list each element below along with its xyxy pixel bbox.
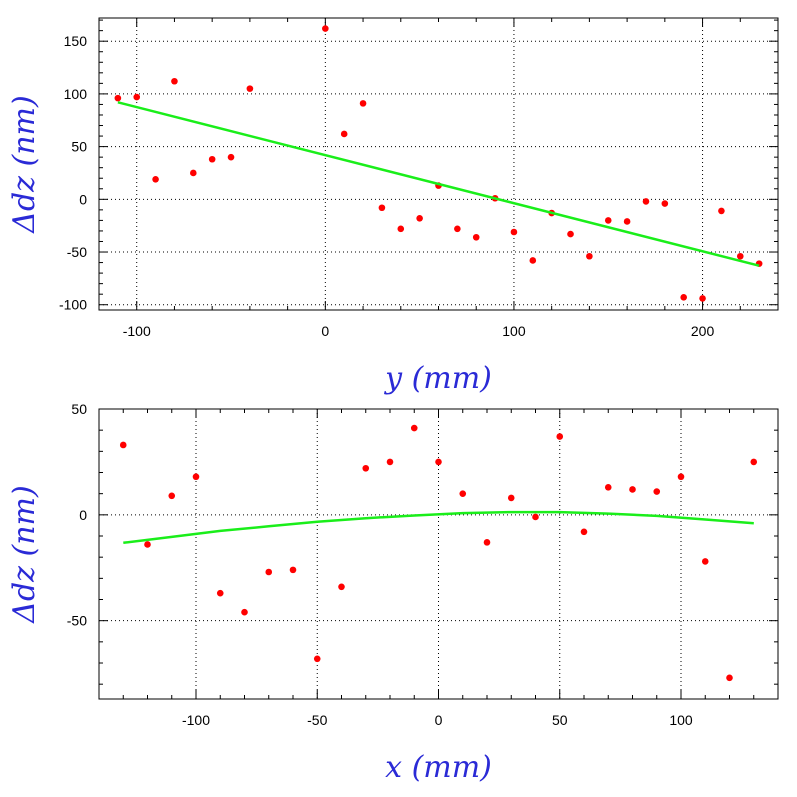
data-point bbox=[313, 655, 321, 663]
x-tick-label: 0 bbox=[321, 323, 329, 339]
data-point bbox=[152, 175, 159, 183]
data-point bbox=[629, 486, 636, 493]
panel-bottom: -100 -50 0 50 100 -50 0 50 x (mm) Δdz (nm) bbox=[7, 401, 779, 785]
y-tick-label: -100 bbox=[59, 297, 87, 313]
data-point bbox=[289, 566, 297, 574]
data-point bbox=[216, 589, 224, 597]
data-point bbox=[208, 155, 216, 163]
data-point bbox=[241, 608, 248, 616]
y-tick-label: -50 bbox=[67, 613, 87, 629]
data-point bbox=[661, 200, 669, 207]
panel-top: -100 0 100 200 -100 -50 0 50 100 150 y (mm) Δdz (nm… bbox=[7, 17, 779, 396]
x-tick-label: 0 bbox=[435, 712, 443, 728]
data-point bbox=[416, 214, 423, 222]
y-tick-label: -50 bbox=[67, 244, 87, 260]
data-point bbox=[265, 568, 273, 576]
y-tick-label: 50 bbox=[71, 139, 87, 155]
data-point bbox=[397, 225, 405, 233]
data-point bbox=[340, 130, 348, 138]
data-point bbox=[642, 198, 650, 205]
data-point bbox=[362, 464, 370, 472]
data-point bbox=[435, 458, 442, 466]
data-point bbox=[586, 252, 593, 260]
data-point bbox=[114, 94, 122, 102]
y-axis-title: Δdz (nm) bbox=[7, 485, 42, 623]
data-point bbox=[192, 473, 200, 481]
data-point bbox=[510, 228, 518, 236]
x-tick-label: -100 bbox=[123, 323, 151, 339]
data-point bbox=[246, 85, 254, 92]
data-point bbox=[227, 153, 235, 161]
data-point bbox=[378, 204, 386, 212]
x-axis-title: x (mm) bbox=[385, 750, 492, 785]
x-tick-label: 100 bbox=[669, 712, 693, 728]
data-point bbox=[750, 458, 758, 466]
data-point bbox=[680, 294, 687, 301]
fit-line bbox=[117, 101, 760, 267]
plot-frame bbox=[98, 17, 779, 311]
data-point bbox=[338, 583, 345, 591]
x-tick-label: -50 bbox=[307, 712, 327, 728]
data-point bbox=[567, 230, 574, 238]
y-tick-label: 0 bbox=[79, 507, 87, 523]
y-tick-label: 150 bbox=[64, 33, 88, 49]
x-tick-label: 100 bbox=[502, 323, 526, 339]
data-point bbox=[322, 25, 329, 32]
y-tick-label: 0 bbox=[79, 191, 87, 207]
data-point bbox=[529, 257, 537, 264]
data-point bbox=[454, 225, 461, 233]
y-tick-label: 50 bbox=[71, 401, 87, 417]
x-tick-label: 50 bbox=[552, 712, 568, 728]
fit-line bbox=[123, 510, 754, 545]
data-point bbox=[653, 488, 661, 495]
data-point bbox=[699, 295, 706, 302]
data-point bbox=[168, 492, 176, 500]
x-axis-title: y (mm) bbox=[383, 361, 492, 396]
data-point bbox=[483, 539, 491, 546]
data-point bbox=[532, 513, 539, 521]
x-tick-label: -100 bbox=[182, 712, 210, 728]
data-point bbox=[459, 490, 467, 497]
data-point bbox=[736, 252, 744, 260]
data-point bbox=[359, 100, 367, 107]
y-axis-title: Δdz (nm) bbox=[7, 95, 42, 233]
data-point bbox=[472, 233, 480, 241]
data-point bbox=[556, 433, 564, 440]
data-point bbox=[171, 77, 178, 85]
x-tick-label: 200 bbox=[691, 323, 715, 339]
data-point bbox=[718, 207, 725, 215]
data-point bbox=[677, 473, 685, 481]
data-point bbox=[410, 424, 418, 432]
data-point bbox=[386, 458, 394, 466]
y-tick-label: 100 bbox=[64, 86, 88, 102]
data-point bbox=[190, 169, 197, 177]
data-point bbox=[701, 558, 709, 565]
data-point bbox=[604, 484, 612, 491]
data-point bbox=[144, 541, 151, 548]
data-point bbox=[604, 217, 612, 224]
data-point bbox=[726, 674, 733, 682]
data-point bbox=[623, 218, 631, 225]
data-point bbox=[507, 494, 515, 502]
data-point bbox=[580, 528, 588, 536]
data-point bbox=[119, 441, 127, 449]
data-point bbox=[133, 93, 141, 101]
